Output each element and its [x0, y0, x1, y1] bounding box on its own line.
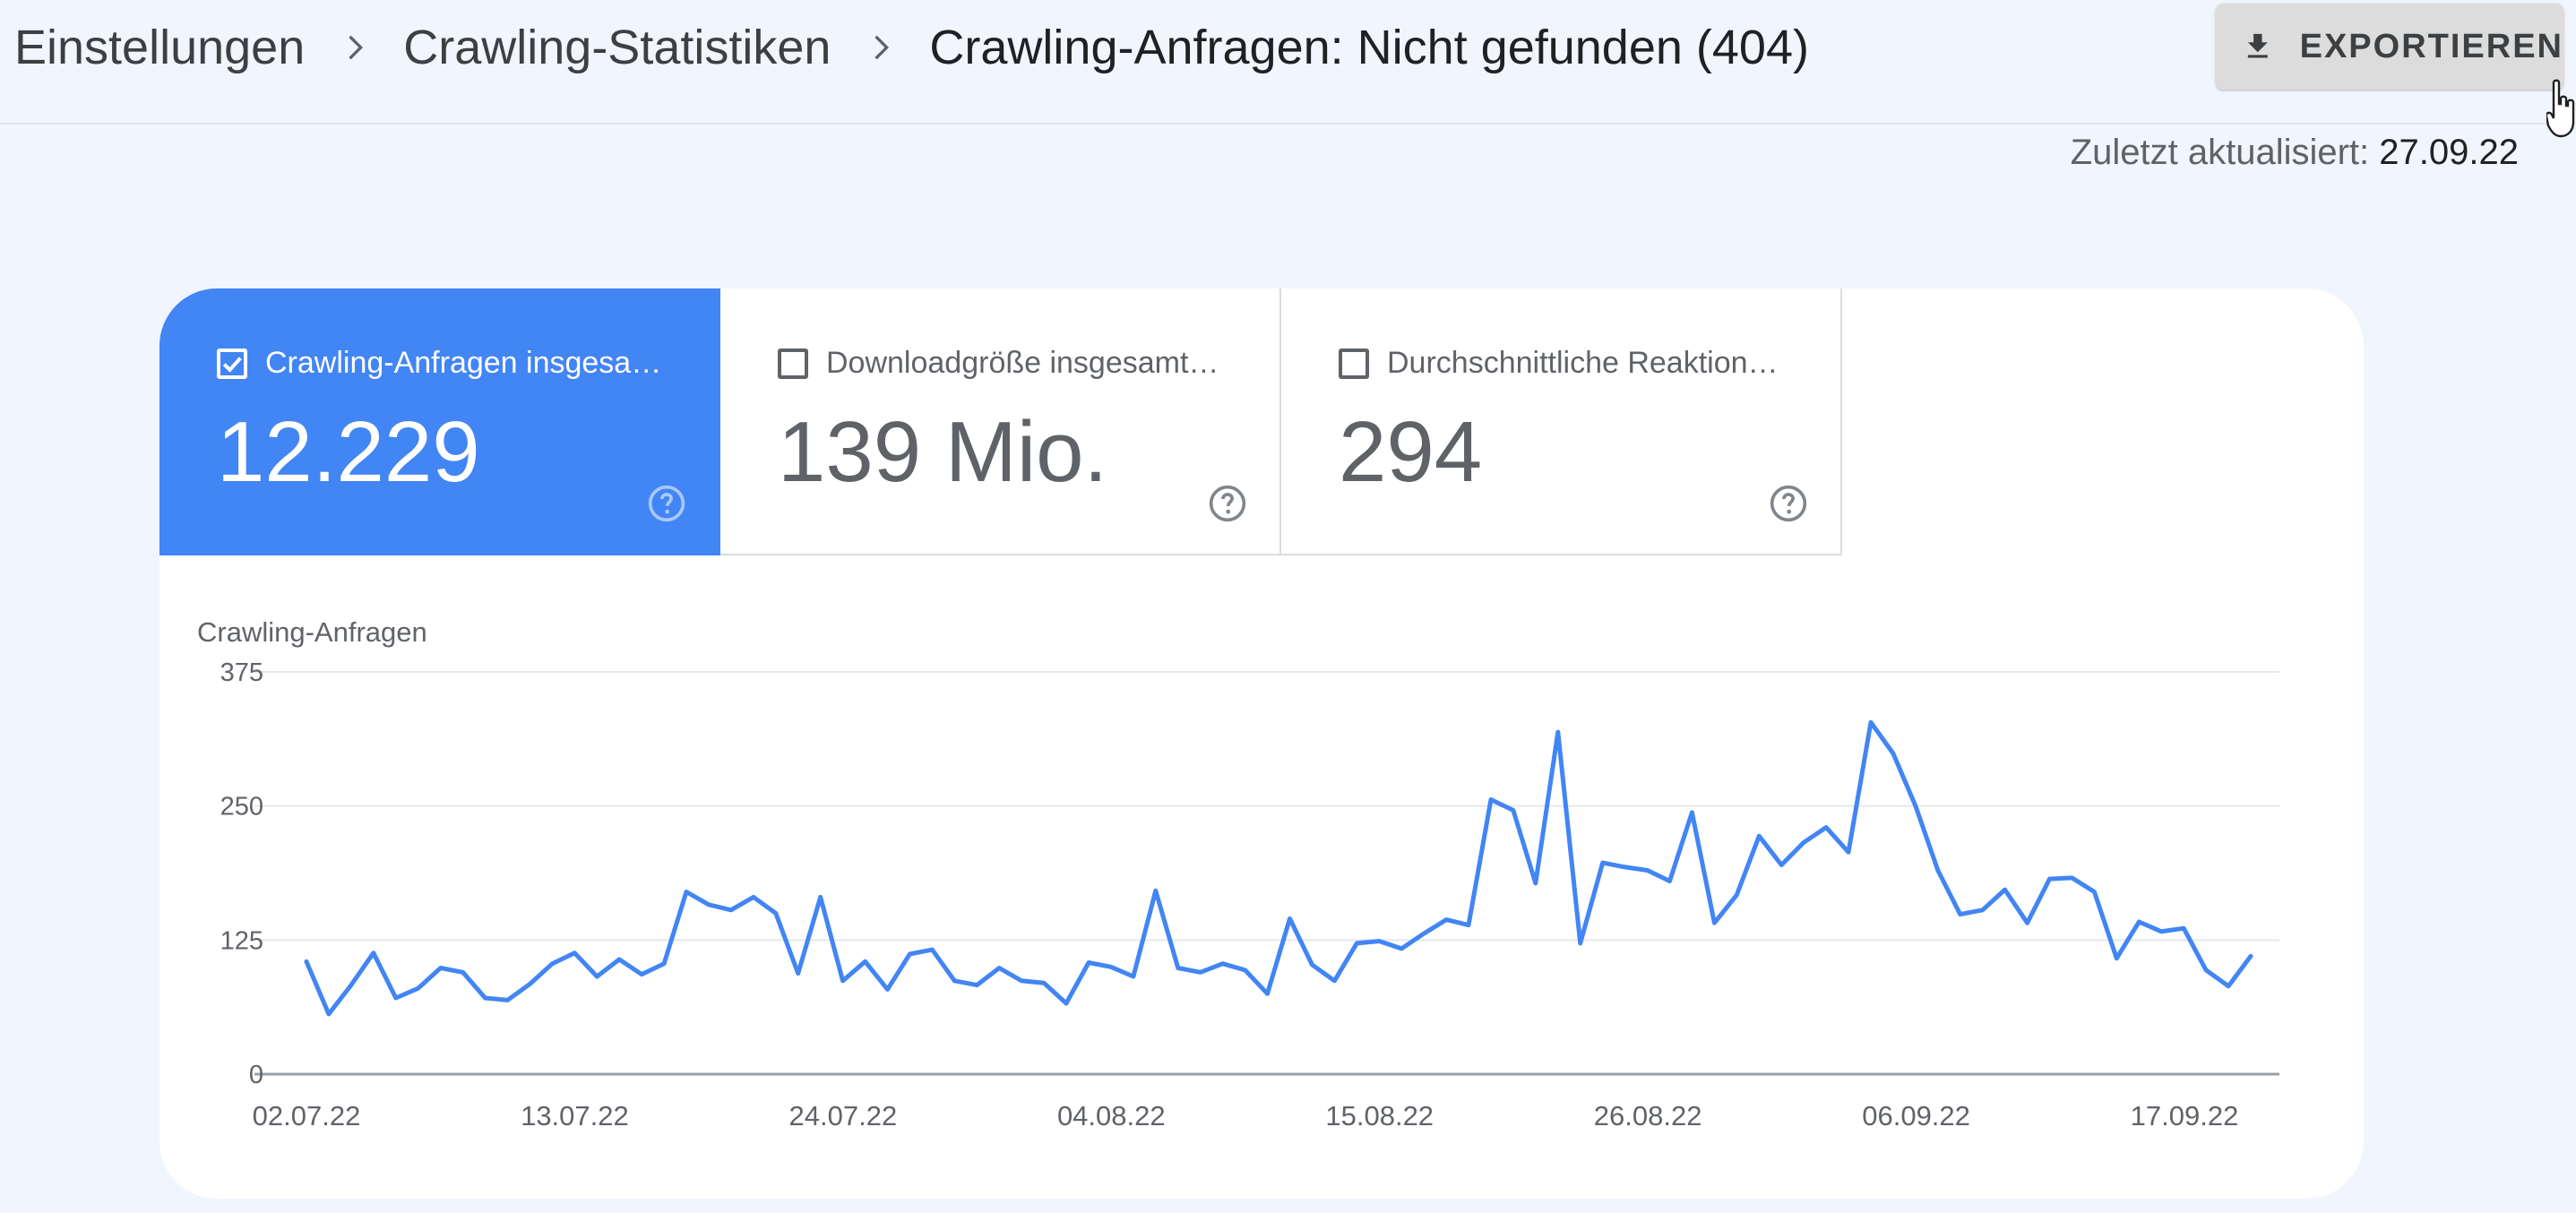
checkbox-unchecked-icon[interactable]	[778, 348, 808, 379]
breadcrumb-item-settings[interactable]: Einstellungen	[14, 21, 306, 74]
chevron-right-icon	[305, 21, 403, 74]
help-icon[interactable]	[1208, 484, 1247, 523]
chevron-right-icon	[831, 21, 929, 74]
chart-x-tick-label: 17.09.22	[2131, 1100, 2239, 1131]
chart-y-tick-label: 125	[220, 926, 263, 955]
export-button[interactable]: EXPORTIEREN	[2216, 4, 2563, 90]
chart-y-axis-label: Crawling-Anfragen	[197, 616, 427, 648]
page-title: Crawling-Anfragen: Nicht gefunden (404)	[929, 21, 1809, 74]
metric-label: Crawling-Anfragen insgesa…	[265, 346, 662, 380]
chart-x-tick-label: 15.08.22	[1325, 1100, 1434, 1131]
metric-value: 139 Mio.	[778, 404, 1108, 500]
breadcrumb: Einstellungen Crawling-Statistiken Crawl…	[14, 20, 1809, 75]
page-header: Einstellungen Crawling-Statistiken Crawl…	[0, 0, 2576, 138]
chart-y-tick-label: 250	[220, 793, 263, 822]
metric-tabs: Crawling-Anfragen insgesa… 12.229 Downlo…	[159, 288, 1842, 555]
checkbox-unchecked-icon[interactable]	[1339, 348, 1369, 379]
export-button-label: EXPORTIEREN	[2299, 27, 2563, 65]
metric-value: 12.229	[217, 404, 480, 500]
chart-x-tick-label: 26.08.22	[1594, 1100, 1702, 1131]
metric-label: Durchschnittliche Reaktion…	[1387, 346, 1779, 380]
crawl-requests-line-chart: 0 125 250 375 02.07.22 13.07.22 24.07.22 04.08.…	[220, 658, 2279, 1131]
metric-total-download-size[interactable]: Downloadgröße insgesamt… 139 Mio.	[720, 288, 1281, 555]
help-icon[interactable]	[1769, 484, 1808, 523]
metric-label: Downloadgröße insgesamt…	[826, 346, 1219, 380]
chart-series-line[interactable]	[304, 719, 2253, 1017]
last-updated: Zuletzt aktualisiert: 27.09.22	[2071, 133, 2519, 173]
chart-y-tick-label: 0	[249, 1061, 263, 1089]
help-icon[interactable]	[647, 484, 686, 523]
checkbox-checked-icon[interactable]	[217, 348, 247, 379]
metric-total-crawl-requests[interactable]: Crawling-Anfragen insgesa… 12.229	[159, 288, 720, 555]
chart-y-tick-label: 375	[220, 658, 263, 687]
chart-x-tick-label: 04.08.22	[1057, 1100, 1166, 1131]
chart-x-tick-label: 06.09.22	[1862, 1100, 1970, 1131]
breadcrumb-item-crawl-stats[interactable]: Crawling-Statistiken	[403, 21, 831, 74]
crawl-stats-card: Crawling-Anfragen insgesa… 12.229 Downlo…	[159, 288, 2364, 1199]
metric-average-response-time[interactable]: Durchschnittliche Reaktion… 294	[1281, 288, 1842, 555]
last-updated-value: 27.09.22	[2379, 133, 2519, 172]
last-updated-label: Zuletzt aktualisiert:	[2070, 133, 2370, 172]
chart-x-tick-label: 13.07.22	[521, 1100, 629, 1131]
hand-cursor-icon	[2546, 79, 2575, 138]
chart-x-tick-label: 02.07.22	[253, 1100, 361, 1131]
metric-value: 294	[1339, 404, 1483, 500]
download-icon	[2247, 33, 2268, 58]
chart-x-tick-label: 24.07.22	[789, 1100, 898, 1131]
